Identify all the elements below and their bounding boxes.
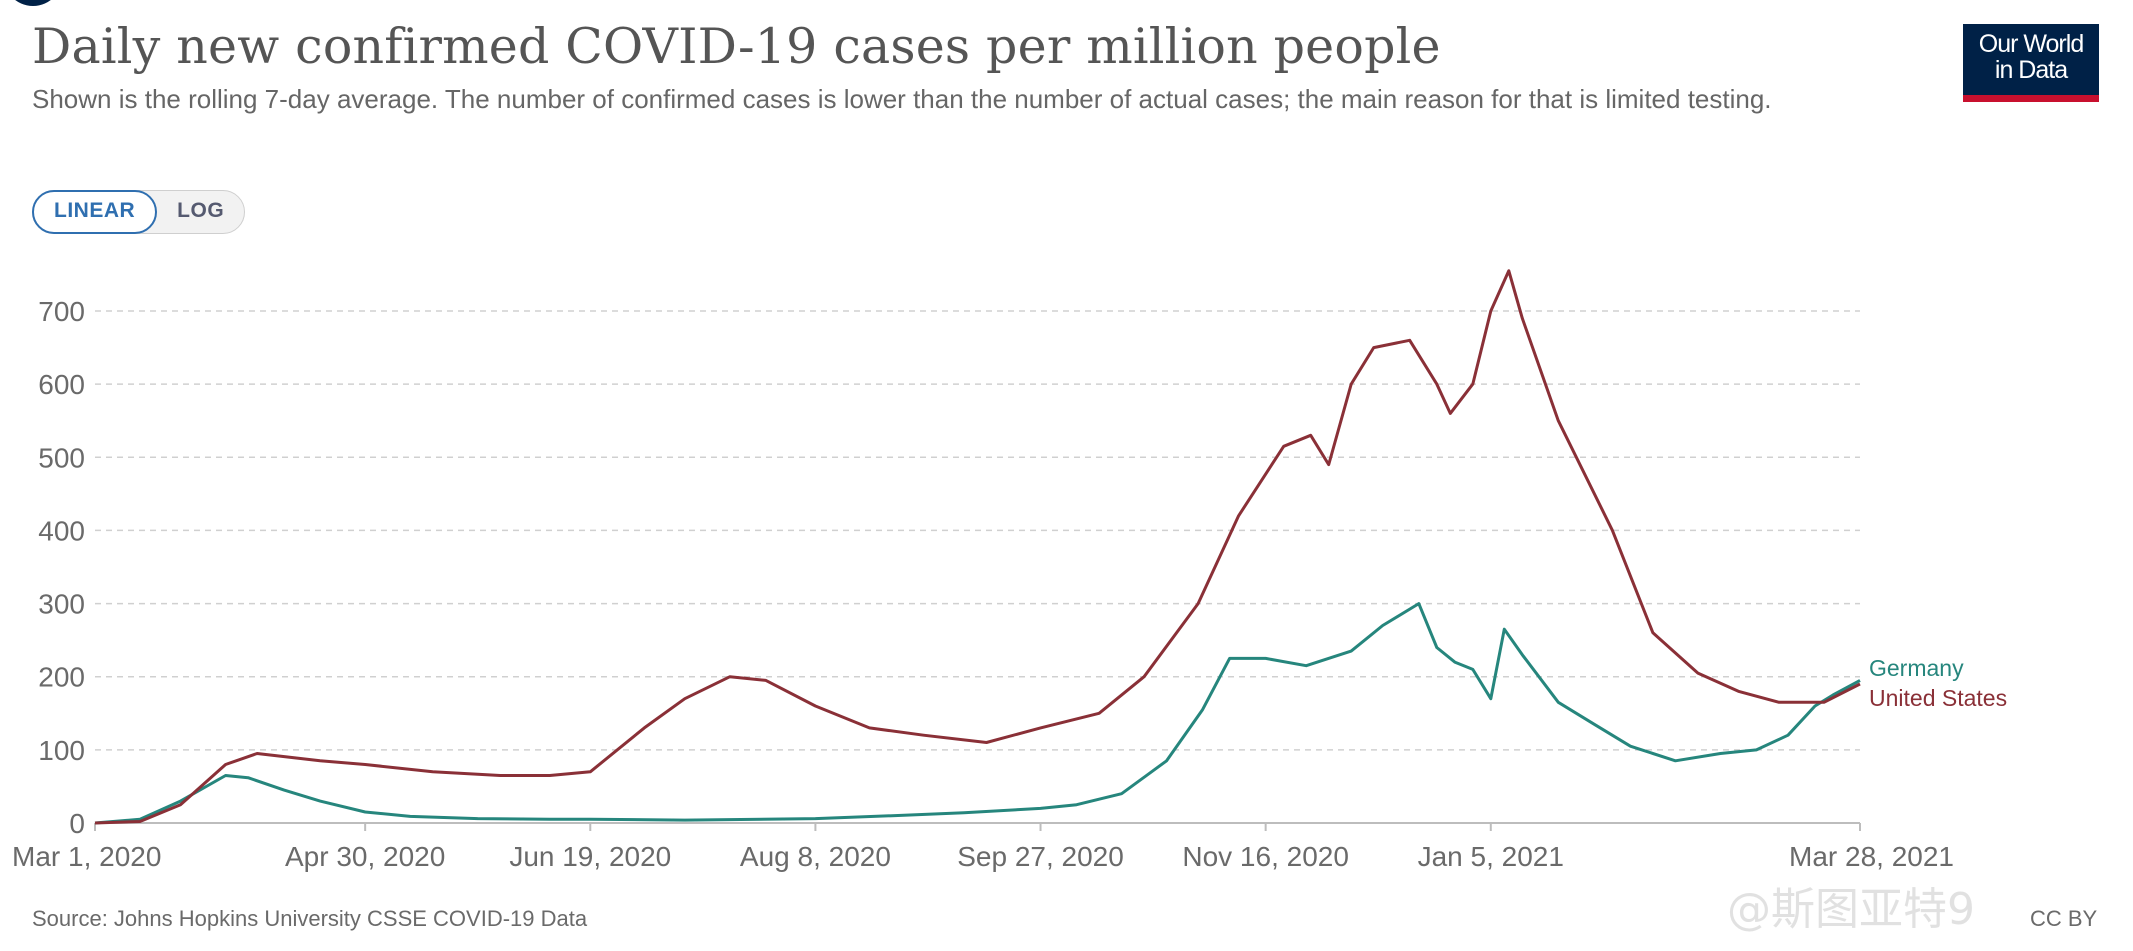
watermark: @斯图亚特9 <box>1727 884 1975 935</box>
x-tick-label: Mar 28, 2021 <box>1789 841 1954 872</box>
logo-line-1: Our World <box>1978 30 2084 58</box>
x-tick-label: Nov 16, 2020 <box>1182 841 1349 872</box>
linear-scale-button[interactable]: LINEAR <box>32 190 158 234</box>
series-line-germany[interactable] <box>94 602 1861 825</box>
license-note[interactable]: CC BY <box>2030 906 2098 931</box>
x-tick-label: Apr 30, 2020 <box>285 841 445 872</box>
chart-title: Daily new confirmed COVID-19 cases per m… <box>32 18 1441 75</box>
y-tick-label: 600 <box>38 369 85 400</box>
x-tick-label: Jan 5, 2021 <box>1418 841 1564 872</box>
y-tick-label: 500 <box>38 442 85 473</box>
y-tick-label: 0 <box>69 808 85 839</box>
legend-label-germany[interactable]: Germany <box>1869 655 1964 681</box>
grid-lines <box>95 310 1860 751</box>
log-scale-button[interactable]: LOG <box>177 199 225 222</box>
scale-toggle: LINEAR LOG <box>32 190 246 234</box>
series-lines <box>94 269 1861 825</box>
legend: Germany United States <box>1869 655 2007 711</box>
source-note: Source: Johns Hopkins University CSSE CO… <box>32 906 588 931</box>
logo-line-2: in Data <box>1994 56 2068 84</box>
x-axis: Mar 1, 2020 Apr 30, 2020 Jun 19, 2020 Aug 8… <box>12 822 1954 872</box>
y-tick-label: 400 <box>38 515 85 546</box>
y-tick-label: 100 <box>38 735 85 766</box>
series-line-united-states[interactable] <box>94 269 1861 825</box>
x-tick-label: Sep 27, 2020 <box>957 841 1124 872</box>
legend-label-united-states[interactable]: United States <box>1869 685 2007 711</box>
y-tick-label: 300 <box>38 589 85 620</box>
y-tick-label: 200 <box>38 662 85 693</box>
y-tick-label: 700 <box>38 296 85 327</box>
x-tick-label: Jun 19, 2020 <box>509 841 671 872</box>
chart-subtitle: Shown is the rolling 7-day average. The … <box>32 84 1772 114</box>
x-tick-label: Mar 1, 2020 <box>12 841 161 872</box>
owid-logo[interactable]: Our World in Data <box>1963 24 2099 102</box>
y-axis-tick-labels: 0 100 200 300 400 500 600 700 <box>38 296 85 839</box>
x-tick-label: Aug 8, 2020 <box>740 841 891 872</box>
owid-navigation-badge <box>2 0 64 6</box>
